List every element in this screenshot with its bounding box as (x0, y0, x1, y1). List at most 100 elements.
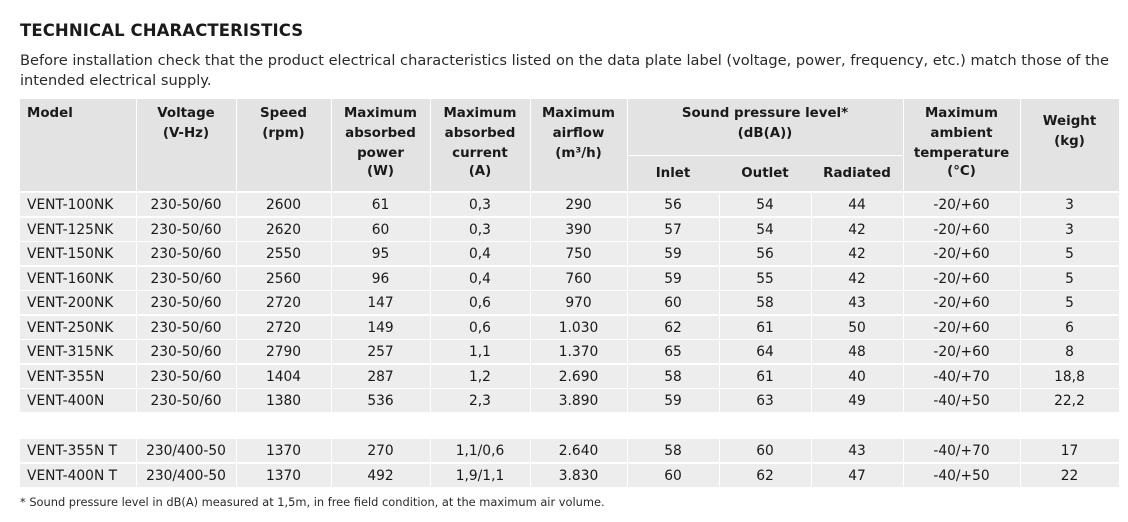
cell-voltage: 230-50/60 (150, 197, 222, 213)
cell-speed: 1370 (265, 443, 302, 459)
cell-inlet: 60 (664, 295, 682, 311)
cell-temperature: -20/+60 (933, 197, 990, 213)
table-row: VENT-400N T 230/400-50 1370 492 1,9/1,1 3.830… (20, 463, 1119, 488)
cell-power: 287 (367, 368, 394, 385)
header-inlet: Inlet (655, 166, 691, 181)
cell-power: 257 (367, 344, 394, 360)
cell-radiated: 43 (848, 295, 866, 311)
cell-radiated: 47 (848, 467, 866, 484)
cell-voltage: 230/400-50 (146, 443, 226, 459)
cell-current: 0,4 (469, 270, 491, 287)
cell-current: 1,9/1,1 (455, 467, 505, 484)
cell-current: 1,1 (469, 344, 491, 360)
cell-power: 61 (371, 197, 390, 213)
cell-model: VENT-355N (27, 368, 105, 385)
table-row: VENT-100NK 230-50/60 2600 61 0,3 290 56 54 44 -20… (20, 193, 1119, 217)
cell-temperature: -40/+50 (933, 467, 990, 484)
cell-airflow: 1.030 (558, 319, 599, 336)
cell-model: VENT-400N T (27, 467, 118, 484)
cell-temperature: -40/+50 (933, 393, 990, 409)
cell-weight: 18,8 (1054, 368, 1085, 385)
cell-temperature: -20/+60 (933, 319, 990, 336)
cell-current: 0,3 (469, 221, 491, 238)
cell-temperature: -20/+60 (933, 270, 990, 287)
cell-speed: 2720 (265, 295, 302, 311)
cell-airflow: 2.690 (558, 368, 599, 385)
header-current: Maximum absorbed current (A) (443, 106, 517, 179)
header-voltage: Voltage (V-Hz) (157, 106, 215, 141)
cell-radiated: 42 (848, 246, 866, 262)
table-row: VENT-150NK 230-50/60 2550 95 0,4 750 59 56 42 -20… (20, 242, 1119, 266)
cell-outlet: 63 (756, 393, 774, 409)
header-weight: Weight (kg) (1042, 114, 1097, 149)
cell-voltage: 230-50/60 (150, 246, 222, 262)
section-title: TECHNICAL CHARACTERISTICS (20, 21, 304, 40)
cell-weight: 3 (1065, 221, 1074, 238)
cell-radiated: 48 (848, 344, 866, 360)
cell-inlet: 62 (664, 319, 682, 336)
cell-airflow: 290 (565, 197, 592, 213)
cell-voltage: 230-50/60 (150, 344, 222, 360)
cell-model: VENT-100NK (27, 197, 114, 213)
header-temperature: Maximum ambient temperature (°C) (913, 106, 1010, 179)
cell-inlet: 58 (664, 443, 682, 459)
cell-weight: 5 (1065, 270, 1074, 287)
table-row: VENT-250NK 230-50/60 2720 149 0,6 1.030 62 61 50… (20, 315, 1119, 340)
cell-weight: 6 (1065, 319, 1074, 336)
header-airflow: Maximum airflow (m³/h) (541, 106, 616, 161)
header-outlet: Outlet (741, 166, 789, 181)
cell-airflow: 970 (565, 295, 592, 311)
cell-airflow: 750 (565, 246, 592, 262)
cell-weight: 17 (1060, 443, 1079, 459)
cell-speed: 2560 (265, 270, 302, 287)
cell-outlet: 58 (756, 295, 774, 311)
cell-radiated: 42 (848, 270, 866, 287)
cell-model: VENT-355N T (27, 443, 118, 459)
cell-weight: 22 (1060, 467, 1079, 484)
cell-power: 270 (367, 443, 394, 459)
cell-model: VENT-315NK (27, 344, 114, 360)
cell-outlet: 64 (756, 344, 774, 360)
cell-radiated: 43 (848, 443, 866, 459)
cell-weight: 3 (1065, 197, 1074, 213)
cell-airflow: 3.830 (558, 467, 599, 484)
cell-power: 95 (371, 246, 390, 262)
cell-power: 536 (367, 393, 394, 409)
cell-radiated: 49 (848, 393, 866, 409)
header-sound-pressure: Sound pressure level* (dB(A)) (681, 106, 849, 141)
cell-inlet: 59 (664, 270, 682, 287)
cell-temperature: -20/+60 (933, 295, 990, 311)
cell-radiated: 44 (848, 197, 866, 213)
cell-current: 0,6 (469, 295, 491, 311)
cell-airflow: 760 (565, 270, 592, 287)
cell-current: 0,4 (469, 246, 491, 262)
cell-temperature: -20/+60 (933, 344, 990, 360)
cell-temperature: -20/+60 (933, 246, 990, 262)
table-row: VENT-355N 230-50/60 1404 287 1,2 2.690 58 61 40 -… (20, 364, 1119, 389)
cell-speed: 2620 (265, 221, 302, 238)
cell-temperature: -40/+70 (933, 443, 990, 459)
cell-inlet: 58 (664, 368, 682, 385)
cell-current: 1,1/0,6 (455, 443, 505, 459)
cell-current: 2,3 (469, 393, 491, 409)
cell-power: 96 (371, 270, 390, 287)
cell-weight: 8 (1065, 344, 1074, 360)
table-row: VENT-400N 230-50/60 1380 536 2,3 3.890 59 63 49 -… (20, 389, 1119, 413)
cell-voltage: 230-50/60 (150, 393, 222, 409)
cell-outlet: 54 (756, 221, 774, 238)
cell-inlet: 60 (664, 467, 682, 484)
cell-speed: 1380 (265, 393, 302, 409)
cell-outlet: 56 (756, 246, 774, 262)
cell-airflow: 390 (565, 221, 592, 238)
cell-power: 147 (367, 295, 394, 311)
cell-outlet: 62 (756, 467, 774, 484)
cell-model: VENT-125NK (27, 221, 114, 238)
cell-radiated: 50 (848, 319, 866, 336)
cell-voltage: 230-50/60 (150, 319, 222, 336)
cell-inlet: 57 (664, 221, 682, 238)
cell-outlet: 60 (756, 443, 774, 459)
cell-outlet: 61 (756, 368, 774, 385)
cell-speed: 2790 (265, 344, 302, 360)
cell-current: 0,6 (469, 319, 491, 336)
intro-paragraph: Before installation check that the produ… (20, 52, 1110, 89)
